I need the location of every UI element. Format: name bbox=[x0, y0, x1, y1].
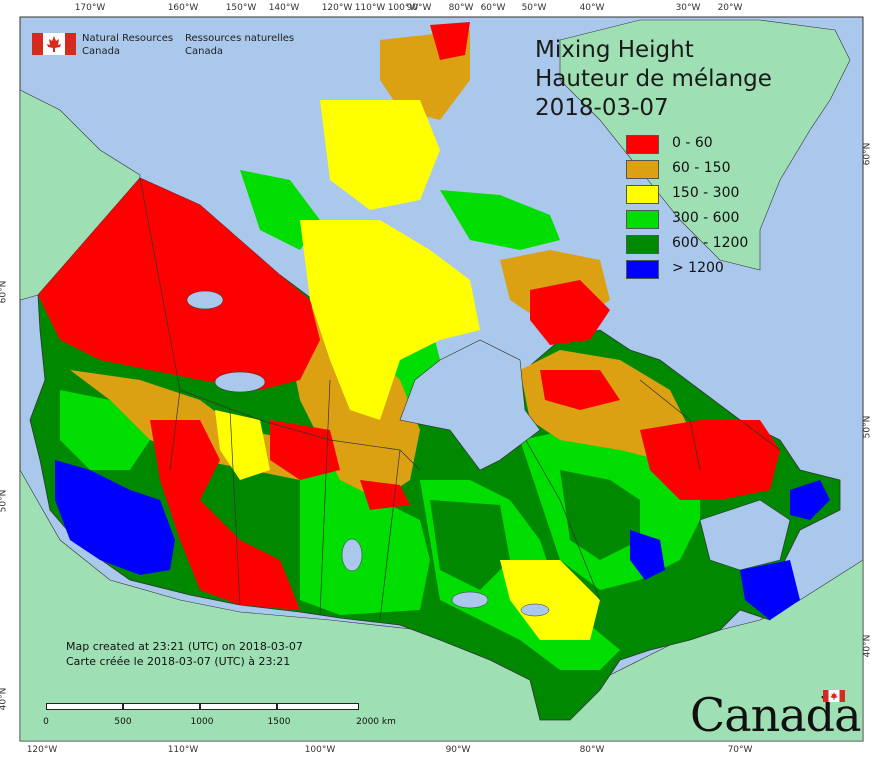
legend-swatch bbox=[626, 135, 659, 154]
region-blue-maritimes bbox=[740, 560, 800, 620]
region-red-ungava bbox=[530, 280, 610, 345]
region-red-ellesmere bbox=[430, 22, 470, 60]
wordmark-flag-icon bbox=[823, 690, 845, 702]
provincial-boundaries bbox=[139, 177, 781, 621]
graticule-label-top: 80°W bbox=[448, 3, 474, 13]
legend-swatch bbox=[626, 210, 659, 229]
map-credit: Map created at 23:21 (UTC) on 2018-03-07… bbox=[66, 639, 303, 669]
region-red-sask bbox=[360, 480, 410, 510]
graticule-label-left: 60°N bbox=[0, 280, 9, 304]
map-title-block: Mixing Height Hauteur de mélange 2018-03… bbox=[535, 36, 772, 123]
graticule-label-top: 150°W bbox=[225, 3, 257, 13]
agency-name-en-line1: Natural Resources bbox=[82, 33, 174, 44]
canada-flag-icon bbox=[32, 33, 76, 55]
region-blue-bc bbox=[55, 460, 175, 575]
legend-swatch bbox=[626, 160, 659, 179]
region-red-nw bbox=[38, 178, 320, 390]
legend-swatch bbox=[626, 260, 659, 279]
graticule-label-left: 50°N bbox=[0, 489, 9, 513]
region-yellow-keewatin bbox=[300, 220, 480, 420]
legend-label: 60 - 150 bbox=[672, 160, 731, 176]
credit-fr: Carte créée le 2018-03-07 (UTC) à 23:21 bbox=[66, 655, 291, 668]
graticule-label-top: 50°W bbox=[521, 3, 547, 13]
scale-label: 1500 bbox=[267, 717, 291, 727]
region-yellow-islands bbox=[320, 100, 440, 210]
region-darkgreen-ontario bbox=[430, 500, 510, 590]
graticule-label-right: 40°N bbox=[862, 634, 873, 658]
hudson-bay bbox=[399, 339, 541, 471]
map-title-en: Mixing Height bbox=[535, 37, 694, 63]
region-yellow-alberta bbox=[215, 410, 270, 480]
lakes bbox=[186, 290, 550, 617]
graticule-label-top: 140°W bbox=[268, 3, 300, 13]
graticule-label-right: 60°N bbox=[862, 142, 873, 166]
graticule-label-right: 50°N bbox=[862, 415, 873, 439]
map-title-fr: Hauteur de mélange bbox=[535, 66, 772, 92]
region-green-west bbox=[60, 390, 150, 470]
graticule-label-top: 20°W bbox=[717, 3, 743, 13]
region-red-labrador bbox=[540, 370, 620, 410]
legend-label: > 1200 bbox=[672, 260, 724, 276]
graticule-label-bottom: 100°W bbox=[304, 745, 336, 755]
legend-swatch bbox=[626, 235, 659, 254]
region-darkgreen-quebec bbox=[560, 470, 640, 560]
graticule-label-left: 40°N bbox=[0, 687, 9, 711]
legend-swatch bbox=[626, 185, 659, 204]
graticule-label-bottom: 110°W bbox=[167, 745, 199, 755]
agency-name-en-line2: Canada bbox=[82, 46, 121, 57]
graticule-label-top: 120°W bbox=[321, 3, 353, 13]
map-date: 2018-03-07 bbox=[535, 95, 669, 121]
scale-label: 0 bbox=[43, 717, 49, 727]
region-red-quebec bbox=[640, 420, 780, 500]
graticule-label-top: 110°W bbox=[354, 3, 386, 13]
greenland-land bbox=[559, 19, 851, 271]
graticule-label-top: 60°W bbox=[480, 3, 506, 13]
region-red-prairie bbox=[270, 420, 340, 480]
legend-label: 150 - 300 bbox=[672, 185, 740, 201]
scale-label: 2000 km bbox=[356, 717, 396, 727]
region-yellow-south bbox=[500, 560, 600, 640]
graticule-label-top: 160°W bbox=[167, 3, 199, 13]
region-red-bc bbox=[150, 420, 300, 610]
region-blue-quebec bbox=[630, 530, 665, 580]
legend-label: 300 - 600 bbox=[672, 210, 740, 226]
scale-label: 1000 bbox=[190, 717, 214, 727]
scale-label: 500 bbox=[114, 717, 132, 727]
graticule-label-bottom: 80°W bbox=[579, 745, 605, 755]
region-green-prairie bbox=[300, 470, 430, 615]
agency-name-fr-line2: Canada bbox=[185, 46, 224, 57]
graticule-label-bottom: 120°W bbox=[26, 745, 58, 755]
scale-segment-lower bbox=[46, 709, 357, 711]
region-blue-nfld bbox=[790, 480, 830, 520]
graticule-label-bottom: 70°W bbox=[727, 745, 753, 755]
agency-name-fr-line1: Ressources naturelles bbox=[185, 33, 295, 44]
region-green-baffin bbox=[440, 190, 560, 250]
graticule-label-top: 100°W bbox=[387, 3, 419, 13]
credit-en: Map created at 23:21 (UTC) on 2018-03-07 bbox=[66, 640, 303, 653]
legend-label: 600 - 1200 bbox=[672, 235, 749, 251]
graticule-label-bottom: 90°W bbox=[445, 745, 471, 755]
graticule-label-top: 90°W bbox=[406, 3, 432, 13]
graticule-label-top: 170°W bbox=[74, 3, 106, 13]
graticule-label-top: 30°W bbox=[675, 3, 701, 13]
gulf-st-lawrence bbox=[699, 499, 791, 571]
region-green-arctic bbox=[240, 170, 320, 250]
graticule-label-top: 40°W bbox=[579, 3, 605, 13]
legend-label: 0 - 60 bbox=[672, 135, 713, 151]
